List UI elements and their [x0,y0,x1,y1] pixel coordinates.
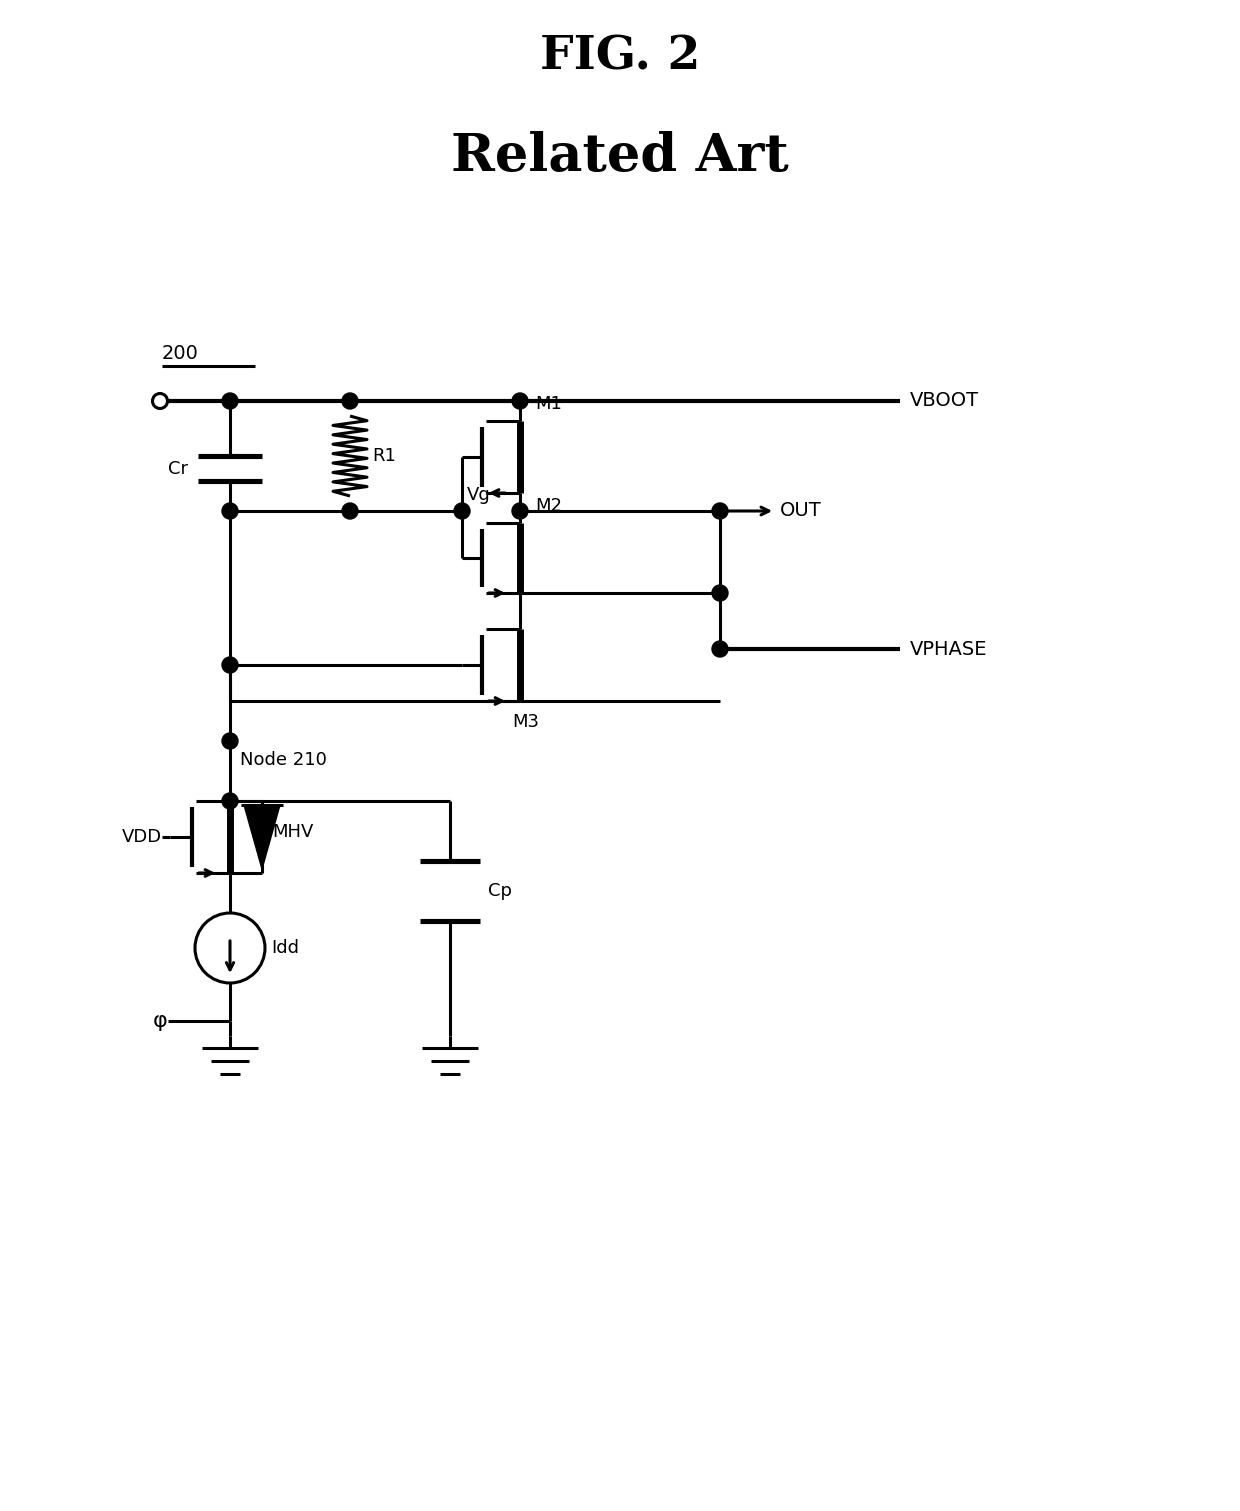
Text: M1: M1 [534,394,562,413]
Circle shape [454,503,470,518]
Text: VPHASE: VPHASE [910,639,987,659]
Polygon shape [244,805,280,869]
Circle shape [342,503,358,518]
Text: 200: 200 [162,345,198,363]
Text: M3: M3 [512,713,539,731]
Text: M2: M2 [534,497,562,515]
Text: FIG. 2: FIG. 2 [539,33,701,79]
Circle shape [153,393,167,408]
Circle shape [222,733,238,749]
Circle shape [512,393,528,409]
Circle shape [222,393,238,409]
Text: R1: R1 [372,447,396,465]
Circle shape [712,585,728,601]
Text: Node 210: Node 210 [241,751,327,769]
Circle shape [342,393,358,409]
Text: Cr: Cr [167,459,188,477]
Text: Cp: Cp [489,882,512,901]
Circle shape [222,793,238,808]
Text: Vg: Vg [467,487,491,505]
Circle shape [222,503,238,518]
Circle shape [222,657,238,672]
Text: Related Art: Related Art [451,130,789,181]
Circle shape [512,503,528,518]
Text: OUT: OUT [780,502,822,520]
Circle shape [712,503,728,518]
Text: MHV: MHV [272,823,314,842]
Text: VDD: VDD [122,828,162,846]
Text: φ: φ [154,1011,167,1031]
Circle shape [712,641,728,657]
Text: Idd: Idd [272,938,299,956]
Text: VBOOT: VBOOT [910,391,980,411]
